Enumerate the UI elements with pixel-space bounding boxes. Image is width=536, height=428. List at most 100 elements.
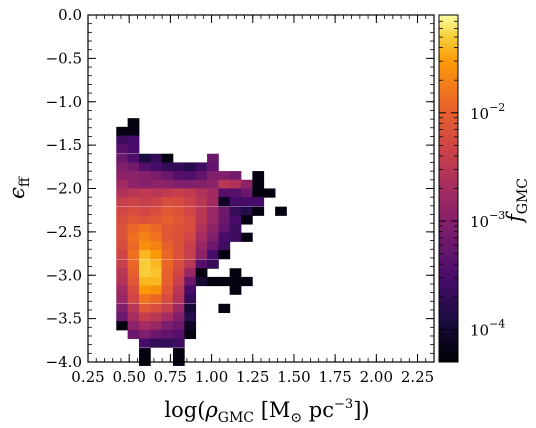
y-tick-label: −3.5 — [46, 310, 82, 328]
heatmap-cell — [263, 188, 276, 198]
heatmap-cell — [229, 179, 242, 189]
heatmap-cell — [150, 250, 163, 260]
heatmap-cell — [150, 268, 163, 278]
heatmap-cell — [252, 179, 265, 189]
heatmap-cell — [172, 197, 185, 207]
heatmap-cell — [161, 153, 174, 163]
heatmap-cell — [184, 241, 197, 251]
heatmap-cell — [127, 144, 140, 154]
heatmap-cell — [207, 232, 219, 242]
heatmap-cell — [150, 232, 163, 242]
heatmap-cell — [184, 171, 197, 181]
heatmap-cell — [195, 268, 208, 278]
heatmap-cell — [161, 171, 174, 181]
heatmap-cell — [161, 312, 174, 322]
heatmap-cell — [127, 241, 140, 251]
heatmap-cell — [139, 179, 151, 189]
heatmap-cell — [184, 215, 197, 225]
heatmap-cell — [161, 276, 174, 287]
heatmap-cell — [127, 206, 140, 216]
heatmap-cell — [116, 162, 129, 172]
heatmap-cell — [252, 171, 265, 181]
heatmap-cell — [207, 197, 219, 207]
heatmap-cell — [150, 285, 163, 295]
heatmap-cell — [218, 303, 231, 314]
heatmap-cell — [207, 276, 219, 287]
heatmap-cell — [116, 223, 129, 234]
heatmap-cell — [240, 276, 253, 287]
heatmap-cell — [207, 215, 219, 225]
heatmap-cell — [161, 197, 174, 207]
heatmap-cell — [184, 303, 197, 314]
heatmap-cell — [161, 179, 174, 189]
heatmap-cell — [127, 303, 140, 314]
heatmap-cell — [116, 321, 129, 331]
heatmap-cell — [229, 171, 242, 181]
heatmap-cell — [195, 162, 208, 172]
x-tick-label: 0.50 — [112, 368, 145, 386]
heatmap-cell — [184, 276, 197, 287]
heatmap-cell — [161, 321, 174, 331]
colorbar-label: fGMC — [503, 178, 531, 224]
heatmap-cell — [150, 241, 163, 251]
heatmap-cell — [150, 259, 163, 269]
heatmap-cell — [127, 179, 140, 189]
y-tick-label: 0.0 — [58, 6, 82, 24]
heatmap-cell — [150, 329, 163, 340]
heatmap-cell — [172, 241, 185, 251]
heatmap-cell — [139, 241, 151, 251]
heatmap-cell — [172, 215, 185, 225]
heatmap-cell — [161, 338, 174, 348]
heatmap-cell — [184, 259, 197, 269]
heatmap-cell — [150, 153, 163, 163]
heatmap-cell — [127, 135, 140, 145]
x-tick-label: 1.00 — [195, 368, 228, 386]
heatmap-cell — [195, 179, 208, 189]
heatmap-cell — [116, 232, 129, 242]
heatmap-cell — [127, 312, 140, 322]
heatmap-cell — [172, 312, 185, 322]
heatmap-cell — [161, 329, 174, 340]
heatmap-cell — [139, 294, 151, 304]
heatmap-cell — [218, 276, 231, 287]
heatmap-cell — [150, 188, 163, 198]
heatmap-cell — [252, 197, 265, 207]
heatmap-cell — [139, 223, 151, 234]
heatmap-cell — [184, 206, 197, 216]
heatmap-cell — [184, 162, 197, 172]
y-tick-label: −1.0 — [46, 93, 82, 111]
heatmap-cell — [161, 268, 174, 278]
heatmap-cell — [229, 215, 242, 225]
heatmap-cell — [127, 118, 140, 128]
heatmap-cell — [116, 294, 129, 304]
heatmap-cell — [127, 250, 140, 260]
heatmap-cell — [207, 241, 219, 251]
heatmap-cell — [139, 329, 151, 340]
heatmap-cell — [127, 285, 140, 295]
heatmap-cell — [127, 321, 140, 331]
heatmap-cell — [127, 223, 140, 234]
heatmap-cell — [172, 188, 185, 198]
heatmap-cell — [150, 312, 163, 322]
y-tick-label: −4.0 — [46, 353, 82, 371]
heatmap-cell — [195, 232, 208, 242]
heatmap-cell — [275, 206, 287, 216]
x-tick-label: 1.50 — [277, 368, 310, 386]
x-tick-label: 1.25 — [236, 368, 269, 386]
heatmap-cell — [172, 250, 185, 260]
x-tick-label: 1.75 — [318, 368, 351, 386]
heatmap-cell — [116, 276, 129, 287]
heatmap-cell — [139, 162, 151, 172]
heatmap-cell — [161, 223, 174, 234]
heatmap-cell — [150, 303, 163, 314]
heatmap-cell — [150, 294, 163, 304]
heatmap-cell — [207, 153, 219, 163]
heatmap-cell — [172, 276, 185, 287]
heatmap-cell — [207, 223, 219, 234]
heatmap-cell — [139, 250, 151, 260]
heatmap-cell — [195, 223, 208, 234]
heatmap-cell — [218, 188, 231, 198]
heatmap-cell — [139, 348, 151, 358]
heatmap-cell — [116, 135, 129, 145]
heatmap-cell — [139, 268, 151, 278]
